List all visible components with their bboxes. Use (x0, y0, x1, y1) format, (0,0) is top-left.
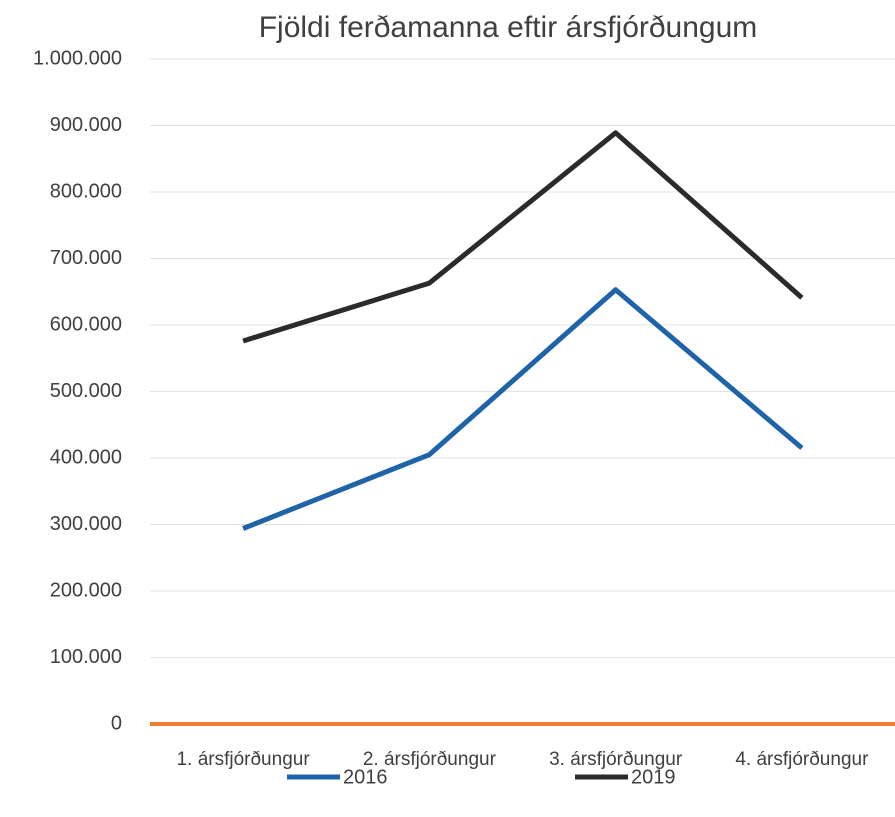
x-tick-label: 1. ársfjórðungur (177, 749, 311, 770)
y-tick-label: 400.000 (50, 446, 122, 468)
legend-label: 2019 (631, 766, 676, 788)
legend-label: 2016 (343, 766, 388, 788)
series-line (242, 287, 804, 531)
y-tick-label: 800.000 (50, 180, 122, 202)
y-tick-label: 500.000 (50, 380, 122, 402)
y-tick-label: 1.000.000 (33, 47, 122, 69)
y-tick-label: 200.000 (50, 579, 122, 601)
y-tick-label: 600.000 (50, 313, 122, 335)
y-tick-label: 100.000 (50, 646, 122, 668)
series-line (242, 130, 804, 344)
x-tick-label: 2. ársfjórðungur (363, 749, 497, 770)
y-tick-label: 300.000 (50, 513, 122, 535)
y-tick-label: 700.000 (50, 247, 122, 269)
y-tick-label: 900.000 (50, 114, 122, 136)
x-tick-label: 4. ársfjórðungur (735, 749, 869, 770)
chart-title: Fjöldi ferðamanna eftir ársfjórðungum (259, 11, 758, 44)
x-tick-label: 3. ársfjórðungur (549, 749, 683, 770)
y-tick-label: 0 (111, 712, 122, 734)
